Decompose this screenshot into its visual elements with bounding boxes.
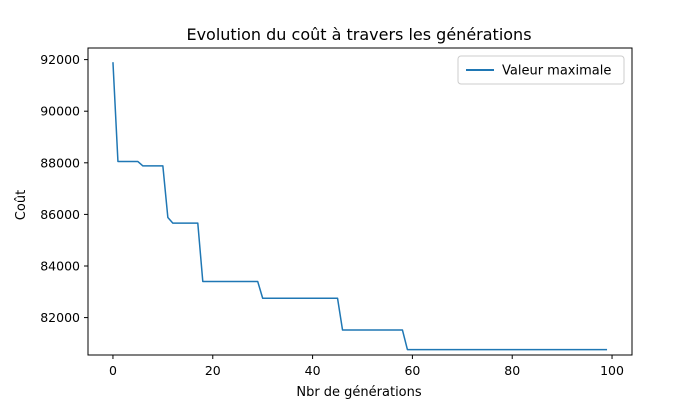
plot-area: 0 20 40 60 80 100 82000 84000 86000 88000 90000 920… [40, 47, 633, 378]
legend-box [457, 55, 625, 85]
x-tick-label: 60 [404, 363, 420, 378]
x-tick-label: 20 [205, 363, 221, 378]
y-tick-label: 82000 [40, 310, 80, 325]
y-axis-label: Coût [14, 190, 29, 220]
plot-frame [87, 47, 633, 356]
series-line-0 [112, 62, 608, 351]
x-tick-label: 40 [305, 363, 321, 378]
legend-label: Valeur maximale [502, 64, 611, 79]
y-tick-label: 88000 [40, 155, 80, 170]
y-tick-label: 84000 [40, 258, 80, 273]
x-axis-label: Nbr de générations [296, 385, 422, 400]
y-tick-label: 90000 [40, 104, 80, 119]
x-tick-label: 80 [504, 363, 520, 378]
y-tick-label: 92000 [40, 52, 80, 67]
chart-title: Evolution du coût à travers les générati… [186, 25, 531, 44]
x-tick-label: 0 [109, 363, 117, 378]
y-tick-label: 86000 [40, 207, 80, 222]
x-tick-label: 100 [600, 363, 624, 378]
